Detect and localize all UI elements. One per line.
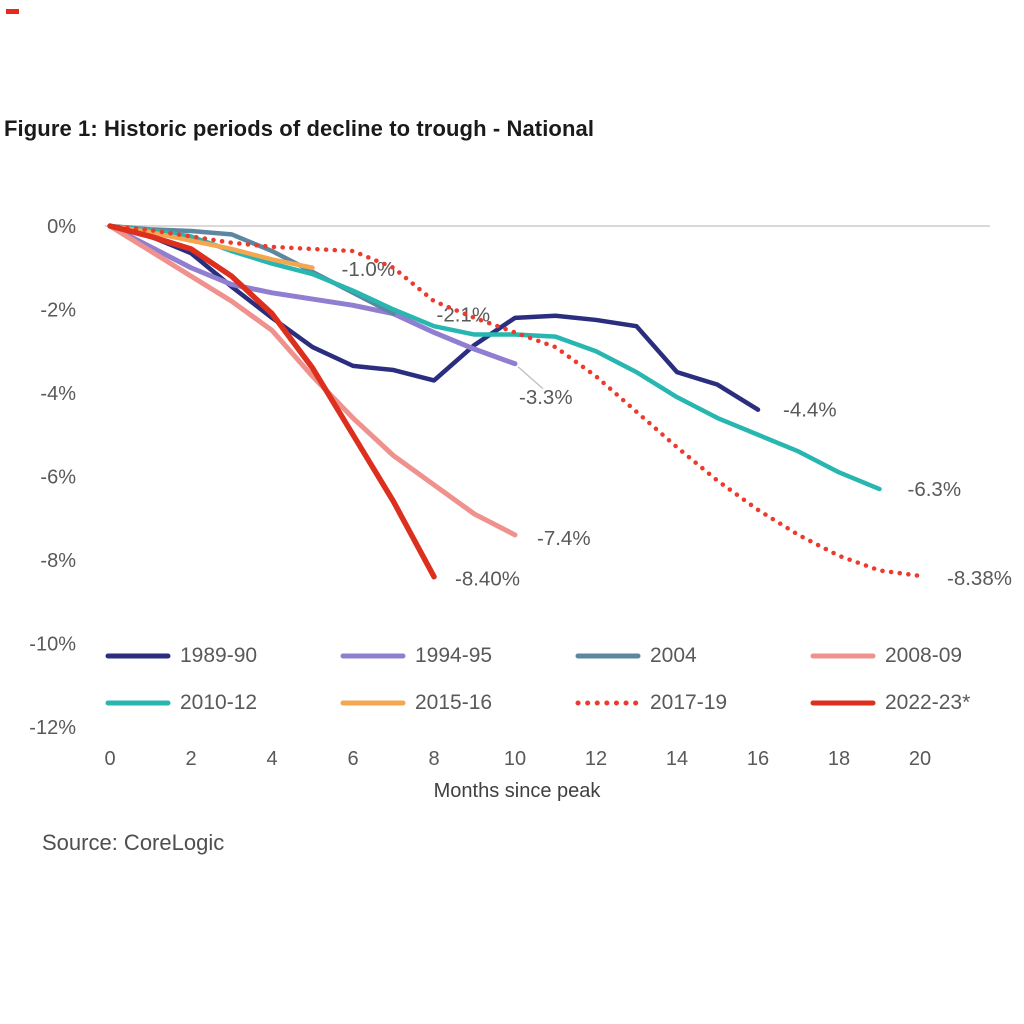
legend-swatch-1989-90 (105, 653, 171, 659)
series-line-1989-90 (107, 223, 761, 412)
legend-swatch-2008-09 (810, 653, 876, 659)
legend-label-2004: 2004 (650, 644, 697, 667)
legend-swatch-2004 (575, 653, 641, 659)
series-line-2022-23* (107, 223, 437, 580)
data-label-2017-19: -8.38% (947, 567, 1012, 590)
series-line-2010-12 (107, 223, 882, 492)
x-tick-10: 10 (504, 748, 526, 770)
legend-item-2008-09: 2008-09 (810, 643, 962, 669)
x-tick-8: 8 (428, 748, 439, 770)
y-tick--4%: -4% (40, 383, 76, 405)
source-note: Source: CoreLogic (42, 830, 225, 855)
y-tick--10%: -10% (29, 634, 76, 656)
legend-label-2022-23*: 2022-23* (885, 691, 971, 714)
series-line-2008-09 (107, 223, 518, 538)
data-label-2015-16: -1.0% (342, 258, 396, 281)
legend-item-2015-16: 2015-16 (340, 690, 492, 716)
x-tick-0: 0 (104, 748, 115, 770)
x-tick-18: 18 (828, 748, 850, 770)
corner-red-mark (6, 9, 19, 14)
legend-item-2010-12: 2010-12 (105, 690, 257, 716)
y-tick--6%: -6% (40, 467, 76, 489)
legend-label-2017-19: 2017-19 (650, 691, 728, 714)
legend-swatch-2015-16 (340, 700, 406, 706)
x-tick-14: 14 (666, 748, 688, 770)
x-tick-2: 2 (185, 748, 196, 770)
x-tick-6: 6 (347, 748, 358, 770)
data-label-2022-23*: -8.40% (455, 568, 520, 591)
legend-label-2015-16: 2015-16 (415, 691, 493, 714)
y-tick-0%: 0% (47, 216, 76, 238)
data-label-1994-95: -3.3% (519, 386, 573, 409)
x-tick-4: 4 (266, 748, 277, 770)
legend-item-2004: 2004 (575, 643, 697, 669)
legend-label-2010-12: 2010-12 (180, 691, 258, 714)
data-label-1989-90: -4.4% (783, 399, 837, 422)
x-tick-20: 20 (909, 748, 931, 770)
legend-swatch-1994-95 (340, 653, 406, 659)
y-tick--8%: -8% (40, 550, 76, 572)
data-label-2008-09: -7.4% (537, 527, 591, 550)
legend-label-1994-95: 1994-95 (415, 644, 493, 667)
legend-item-1989-90: 1989-90 (105, 643, 257, 669)
legend-swatch-2017-19 (575, 700, 641, 706)
data-label-2010-12: -6.3% (908, 478, 962, 501)
figure-title: Figure 1: Historic periods of decline to… (4, 116, 595, 141)
y-tick--2%: -2% (40, 300, 76, 322)
legend-item-2017-19: 2017-19 (575, 690, 727, 716)
x-tick-12: 12 (585, 748, 607, 770)
legend-swatch-2022-23* (810, 700, 876, 706)
y-tick--12%: -12% (29, 717, 76, 739)
legend-item-1994-95: 1994-95 (340, 643, 492, 669)
legend-label-1989-90: 1989-90 (180, 644, 258, 667)
label-leader-1994-95 (517, 366, 544, 390)
legend-item-2022-23*: 2022-23* (810, 690, 970, 716)
x-tick-16: 16 (747, 748, 769, 770)
legend-swatch-2010-12 (105, 700, 171, 706)
series-line-2017-19 (107, 223, 923, 579)
legend-label-2008-09: 2008-09 (885, 644, 963, 667)
x-axis-title: Months since peak (434, 780, 602, 802)
series-line-1994-95 (107, 223, 518, 367)
